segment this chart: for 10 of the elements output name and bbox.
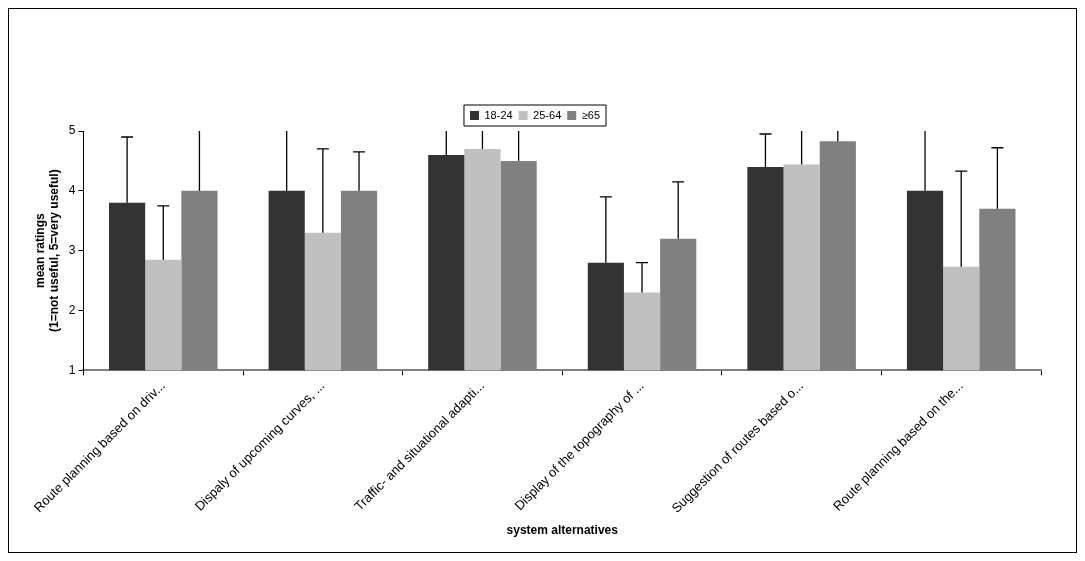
y-tick-label: 1 [68, 362, 76, 377]
legend-label: 18-24 [484, 108, 513, 121]
y-tick-label: 2 [68, 302, 76, 317]
y-tick-label: 5 [68, 123, 76, 138]
legend-label: ≥65 [581, 108, 601, 121]
y-tick-label: 3 [68, 242, 76, 257]
y-axis-title: mean ratings (1=not useful, 5=very useful) [32, 169, 61, 333]
y-tick-label: 4 [68, 183, 76, 198]
legend-label: 25-64 [533, 108, 562, 121]
x-axis-title: system alternatives [506, 523, 619, 538]
